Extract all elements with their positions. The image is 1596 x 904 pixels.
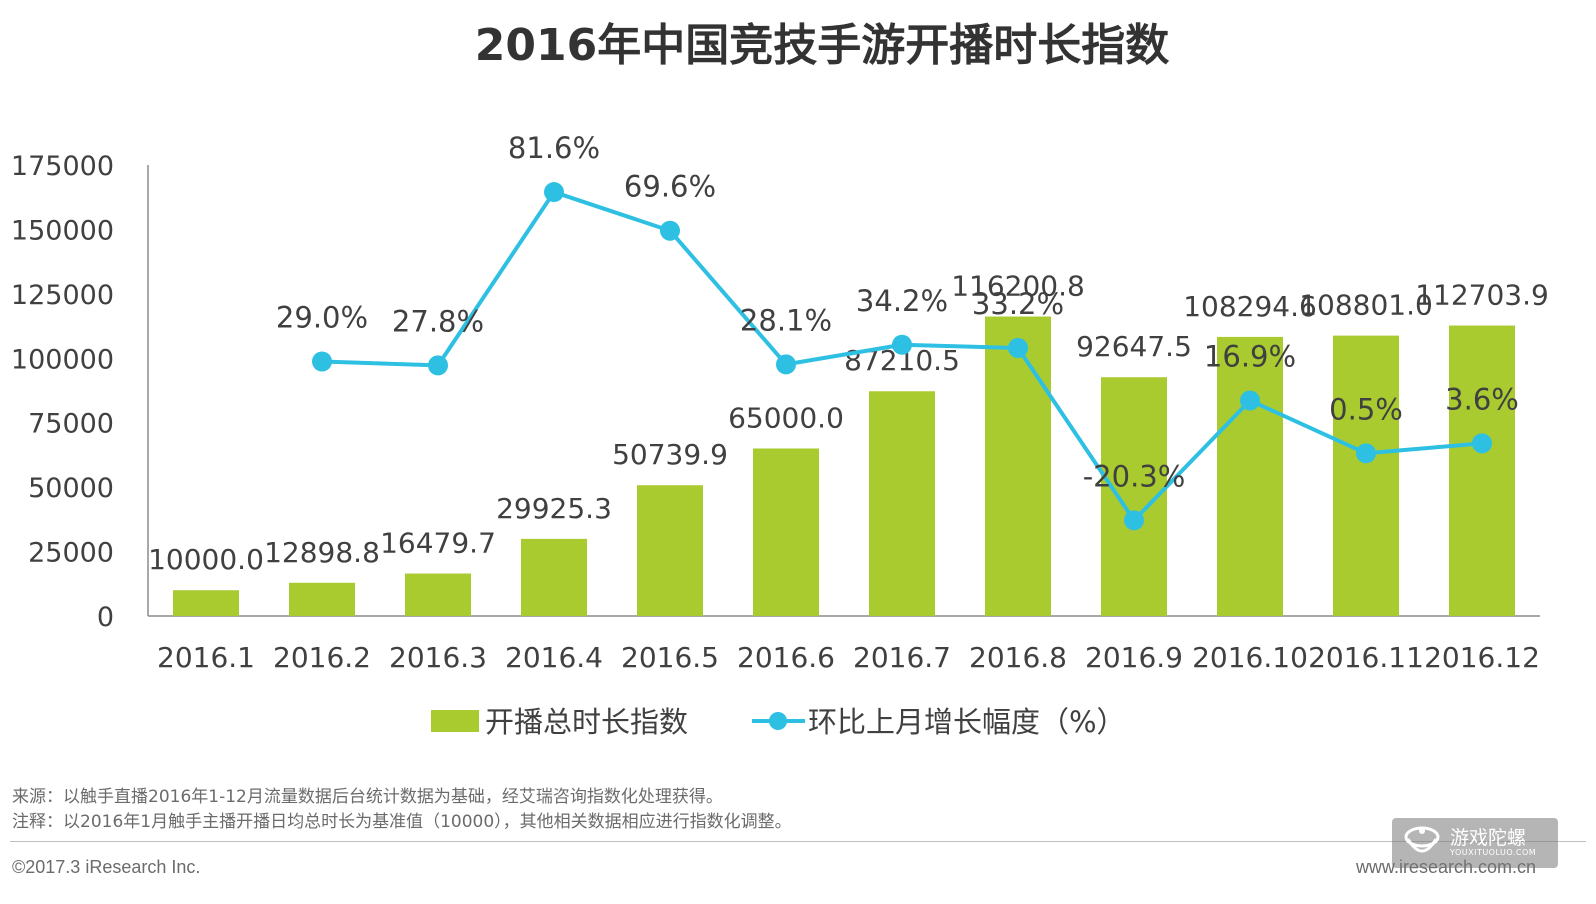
bar <box>405 573 471 616</box>
growth-value-label: 3.6% <box>1445 382 1519 416</box>
bar-value-label: 112703.9 <box>1415 279 1549 312</box>
growth-point <box>428 355 448 376</box>
legend-line-label: 环比上月增长幅度（%） <box>808 705 1126 739</box>
x-tick-label: 2016.4 <box>505 641 603 674</box>
bar <box>869 391 935 616</box>
copyright: ©2017.3 iResearch Inc. <box>12 857 201 877</box>
x-tick-label: 2016.9 <box>1085 641 1183 674</box>
bar-value-label: 116200.8 <box>951 270 1085 303</box>
growth-value-label: 28.1% <box>740 303 832 337</box>
x-tick-label: 2016.12 <box>1424 641 1540 674</box>
legend-bar-swatch <box>431 710 479 732</box>
bar-value-label: 10000.0 <box>148 543 264 576</box>
growth-value-label: 27.8% <box>392 304 484 338</box>
x-tick-label: 2016.11 <box>1308 641 1424 674</box>
bar <box>637 485 703 616</box>
growth-value-label: 34.2% <box>856 284 948 318</box>
y-tick-label: 0 <box>97 602 114 633</box>
x-tick-label: 2016.1 <box>157 641 255 674</box>
growth-point <box>1240 390 1260 411</box>
bar-value-label: 16479.7 <box>380 527 496 560</box>
bar <box>1449 325 1515 616</box>
growth-value-label: 69.6% <box>624 170 716 204</box>
x-tick-label: 2016.10 <box>1192 641 1308 674</box>
x-tick-label: 2016.6 <box>737 641 835 674</box>
growth-point <box>776 354 796 375</box>
x-tick-label: 2016.3 <box>389 641 487 674</box>
y-tick-label: 50000 <box>28 473 114 504</box>
bar <box>289 582 355 616</box>
bar <box>1333 335 1399 616</box>
growth-point <box>892 334 912 355</box>
growth-point <box>544 182 564 203</box>
bar <box>521 538 587 616</box>
method-note: 注释：以2016年1月触手主播开播日均总时长为基准值（10000），其他相关数据… <box>12 812 792 832</box>
y-tick-label: 150000 <box>11 215 114 246</box>
spinning-top-icon <box>1404 826 1440 853</box>
x-tick-label: 2016.5 <box>621 641 719 674</box>
legend-line-marker <box>769 712 787 730</box>
bar-value-label: 50739.9 <box>612 438 728 471</box>
chart-title: 2016年中国竞技手游开播时长指数 <box>475 20 1169 71</box>
y-tick-label: 100000 <box>11 344 114 375</box>
growth-value-label: -20.3% <box>1083 459 1186 493</box>
growth-point <box>312 351 332 372</box>
footer-divider <box>10 841 1586 842</box>
bar <box>1217 336 1283 616</box>
growth-value-label: 81.6% <box>508 131 600 165</box>
x-tick-label: 2016.8 <box>969 641 1067 674</box>
bar-value-label: 65000.0 <box>728 401 844 434</box>
growth-point <box>1008 337 1028 358</box>
legend-bar-label: 开播总时长指数 <box>485 705 688 739</box>
x-tick-label: 2016.2 <box>273 641 371 674</box>
growth-value-label: 29.0% <box>276 301 368 335</box>
bar-value-label: 108801.0 <box>1299 289 1433 322</box>
growth-value-label: 16.9% <box>1204 339 1296 373</box>
y-tick-label: 75000 <box>28 409 114 440</box>
bar <box>985 316 1051 616</box>
watermark-badge: 游戏陀螺 YOUXITUOLUO.COM <box>1392 818 1558 868</box>
legend: 开播总时长指数 环比上月增长幅度（%） <box>431 705 1126 739</box>
watermark-text: 游戏陀螺 <box>1450 826 1527 849</box>
x-tick-label: 2016.7 <box>853 641 951 674</box>
bar <box>753 448 819 616</box>
growth-point <box>660 220 680 241</box>
bar-value-label: 12898.8 <box>264 536 380 569</box>
bar <box>173 590 239 616</box>
watermark-subtext: YOUXITUOLUO.COM <box>1450 847 1537 857</box>
plot-area: 0 25000 50000 75000 100000 125000 150000 175000… <box>11 131 1549 674</box>
y-tick-label: 25000 <box>28 538 114 569</box>
y-tick-label: 175000 <box>11 151 114 182</box>
growth-point <box>1124 510 1144 531</box>
bar-value-label: 108294.6 <box>1183 290 1317 323</box>
y-tick-label: 125000 <box>11 280 114 311</box>
growth-point <box>1472 433 1492 454</box>
bar-value-label: 29925.3 <box>496 492 612 525</box>
growth-point <box>1356 443 1376 464</box>
source-note: 来源：以触手直播2016年1-12月流量数据后台统计数据为基础，经艾瑞咨询指数化… <box>12 787 723 807</box>
growth-value-label: 0.5% <box>1329 392 1403 426</box>
bar-value-label: 92647.5 <box>1076 330 1192 363</box>
growth-value-label: 33.2% <box>972 287 1064 321</box>
